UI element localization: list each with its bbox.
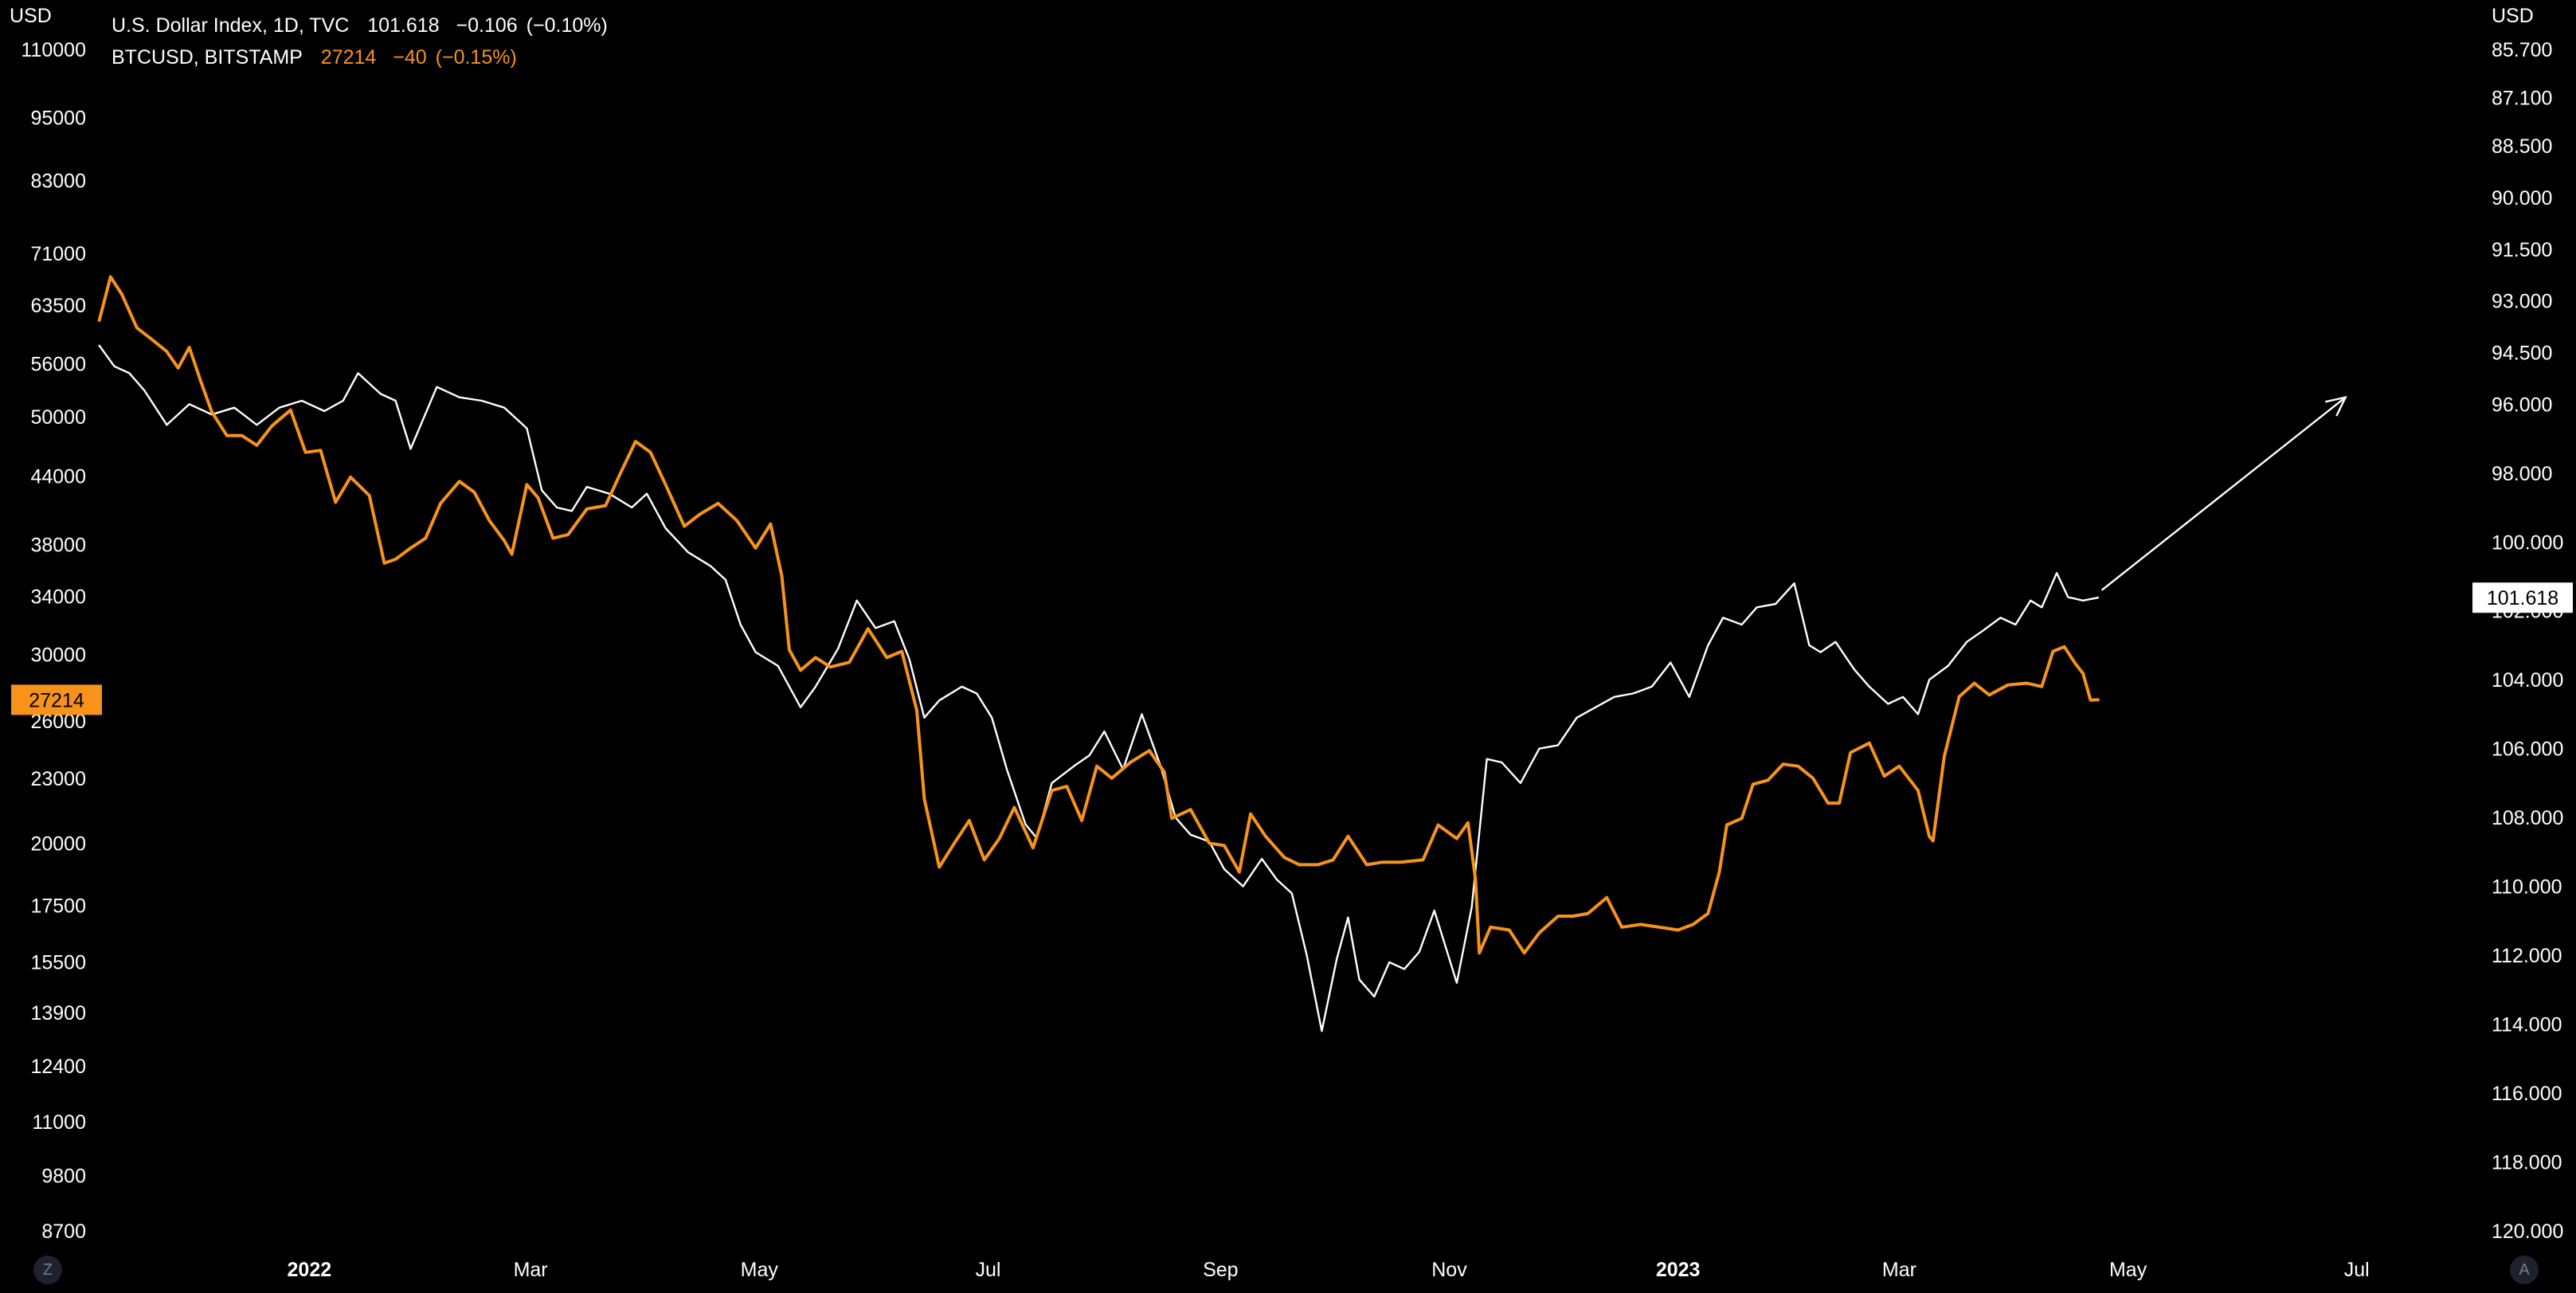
dxy-last-price-label: 101.618 bbox=[2487, 587, 2558, 609]
legend-btc-last: 27214 bbox=[320, 46, 377, 69]
right-tick-label: 100.000 bbox=[2492, 531, 2563, 554]
left-tick-label: 44000 bbox=[30, 466, 86, 488]
dxy-series-line[interactable] bbox=[98, 344, 2100, 1032]
time-scale[interactable]: 2022 Mar May Jul Sep Nov 2023 Mar May Jul bbox=[288, 1259, 2370, 1281]
legend-btc-change-pct: (−0.15%) bbox=[435, 46, 517, 69]
time-tick-label: 2022 bbox=[288, 1259, 332, 1281]
left-tick-label: 34000 bbox=[30, 586, 86, 608]
left-tick-label: 30000 bbox=[30, 644, 86, 666]
auto-scale-button[interactable]: A bbox=[2510, 1256, 2539, 1284]
right-tick-label: 88.500 bbox=[2492, 135, 2552, 158]
right-tick-label: 85.700 bbox=[2492, 39, 2552, 61]
btcusd-series-line[interactable] bbox=[97, 275, 2100, 955]
right-axis-unit: USD bbox=[2492, 5, 2534, 27]
right-tick-label: 116.000 bbox=[2492, 1083, 2562, 1105]
right-tick-label: 91.500 bbox=[2492, 239, 2552, 261]
log-scale-button[interactable]: Z bbox=[33, 1256, 62, 1284]
dxy-last-price-badge bbox=[2472, 582, 2573, 613]
legend-dxy-last: 101.618 bbox=[367, 14, 440, 37]
right-tick-label: 108.000 bbox=[2492, 807, 2563, 829]
legend-row-dxy[interactable]: U.S. Dollar Index, 1D, TVC 101.618 −0.10… bbox=[112, 10, 611, 41]
legend-btc-name: BTCUSD, BITSTAMP bbox=[112, 46, 303, 69]
right-tick-label: 96.000 bbox=[2492, 394, 2552, 416]
right-price-scale[interactable]: 85.700 87.100 88.500 90.000 91.500 93.000 94.5… bbox=[2492, 39, 2563, 1243]
left-tick-label: 11000 bbox=[32, 1111, 86, 1134]
right-tick-label: 98.000 bbox=[2492, 463, 2552, 485]
legend-dxy-change-pct: (−0.10%) bbox=[526, 14, 608, 37]
legend-btc-change: −40 bbox=[393, 46, 427, 69]
left-price-scale[interactable]: 110000 95000 83000 71000 63500 56000 50000 4400… bbox=[21, 39, 86, 1243]
time-tick-label: Jul bbox=[975, 1259, 1000, 1281]
left-tick-label: 9800 bbox=[41, 1165, 86, 1187]
left-tick-label: 23000 bbox=[30, 768, 86, 790]
time-tick-label: Mar bbox=[1882, 1259, 1916, 1281]
left-tick-label: 95000 bbox=[30, 108, 86, 130]
right-tick-label: 110.000 bbox=[2492, 876, 2562, 899]
left-tick-label: 110000 bbox=[21, 39, 86, 61]
left-tick-label: 15500 bbox=[30, 951, 86, 974]
left-tick-label: 20000 bbox=[30, 833, 86, 855]
btc-last-price-label: 27214 bbox=[29, 689, 84, 711]
drawing-layer[interactable] bbox=[2100, 395, 2347, 591]
right-tick-label: 90.000 bbox=[2492, 187, 2552, 210]
time-tick-label: Sep bbox=[1203, 1259, 1238, 1281]
time-tick-label: May bbox=[2109, 1259, 2147, 1281]
time-tick-label: May bbox=[741, 1259, 779, 1281]
btc-last-price-badge bbox=[11, 684, 102, 715]
time-tick-label: Mar bbox=[514, 1259, 548, 1281]
left-tick-label: 13900 bbox=[30, 1002, 86, 1025]
right-tick-label: 106.000 bbox=[2492, 739, 2563, 761]
right-tick-label: 112.000 bbox=[2492, 945, 2562, 967]
right-tick-label: 118.000 bbox=[2492, 1152, 2562, 1174]
time-tick-label: Jul bbox=[2344, 1259, 2370, 1281]
right-tick-label: 104.000 bbox=[2492, 669, 2563, 692]
right-tick-label: 114.000 bbox=[2492, 1014, 2562, 1036]
last-price-labels: 101.618 27214 bbox=[11, 582, 2573, 715]
right-tick-label: 93.000 bbox=[2492, 291, 2552, 313]
trend-arrow-line[interactable] bbox=[2100, 396, 2347, 591]
left-tick-label: 63500 bbox=[30, 295, 86, 317]
left-tick-label: 17500 bbox=[30, 895, 86, 917]
time-tick-label: Nov bbox=[1431, 1259, 1467, 1281]
left-tick-label: 83000 bbox=[30, 170, 86, 193]
right-tick-label: 94.500 bbox=[2492, 342, 2552, 364]
left-tick-label: 12400 bbox=[30, 1056, 86, 1078]
time-tick-label: 2023 bbox=[1656, 1259, 1701, 1281]
series-layer bbox=[97, 275, 2100, 1032]
left-tick-label: 71000 bbox=[30, 243, 86, 265]
legend-dxy-name: U.S. Dollar Index, 1D, TVC bbox=[112, 14, 350, 37]
left-tick-label: 56000 bbox=[30, 354, 86, 376]
left-tick-label: 50000 bbox=[30, 406, 86, 429]
legend-row-btc[interactable]: BTCUSD, BITSTAMP 27214 −40 (−0.15%) bbox=[112, 41, 611, 73]
chart-legend: U.S. Dollar Index, 1D, TVC 101.618 −0.10… bbox=[112, 10, 611, 73]
right-tick-label: 120.000 bbox=[2492, 1221, 2563, 1243]
trend-arrow-head bbox=[2325, 395, 2347, 417]
legend-dxy-change: −0.106 bbox=[456, 14, 518, 37]
left-tick-label: 38000 bbox=[30, 534, 86, 556]
right-tick-label: 87.100 bbox=[2492, 88, 2552, 110]
left-tick-label: 8700 bbox=[41, 1221, 86, 1243]
left-axis-unit: USD bbox=[10, 5, 52, 27]
